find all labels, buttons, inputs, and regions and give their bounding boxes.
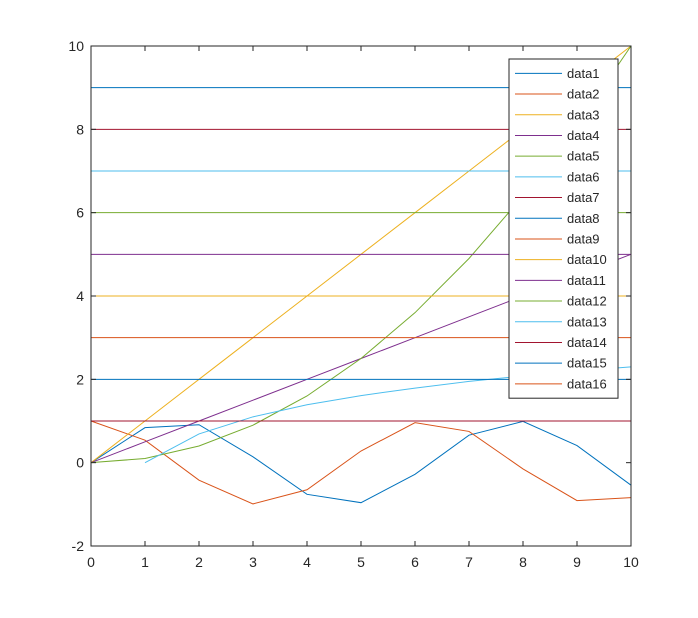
- legend-label: data6: [567, 169, 600, 184]
- legend-label: data9: [567, 231, 600, 246]
- legend-box: [508, 58, 619, 399]
- y-tick-label: 4: [76, 288, 84, 304]
- legend-label: data7: [567, 190, 600, 205]
- x-tick-label: 10: [623, 554, 639, 570]
- legend-label: data14: [567, 335, 607, 350]
- y-tick-label: 6: [76, 205, 84, 221]
- y-tick-label: 0: [76, 455, 84, 471]
- x-tick-label: 1: [141, 554, 149, 570]
- legend-label: data4: [567, 128, 600, 143]
- legend-label: data2: [567, 87, 600, 102]
- x-tick-label: 7: [465, 554, 473, 570]
- x-tick-label: 5: [357, 554, 365, 570]
- y-tick-label: 8: [76, 121, 84, 137]
- legend-label: data3: [567, 107, 600, 122]
- x-tick-label: 0: [87, 554, 95, 570]
- series-line-data2: [90, 420, 632, 505]
- x-tick-label: 3: [249, 554, 257, 570]
- x-tick-label: 4: [303, 554, 311, 570]
- x-tick-label: 6: [411, 554, 419, 570]
- legend-label: data12: [567, 294, 607, 309]
- legend-label: data5: [567, 149, 600, 164]
- y-tick-label: -2: [72, 538, 85, 554]
- x-tick-label: 8: [519, 554, 527, 570]
- series-line-data1: [90, 420, 632, 504]
- legend-label: data13: [567, 314, 607, 329]
- legend-label: data10: [567, 252, 607, 267]
- y-tick-label: 2: [76, 371, 84, 387]
- legend-label: data11: [567, 273, 606, 288]
- x-tick-label: 9: [573, 554, 581, 570]
- legend-label: data15: [567, 356, 607, 371]
- y-tick-label: 10: [68, 38, 84, 54]
- legend-label: data16: [567, 376, 607, 391]
- legend: data1 data2 data3 data4 data5 data6 data7 data8…: [508, 58, 619, 399]
- legend-label: data8: [567, 211, 600, 226]
- legend-label: data1: [567, 66, 600, 81]
- x-tick-label: 2: [195, 554, 203, 570]
